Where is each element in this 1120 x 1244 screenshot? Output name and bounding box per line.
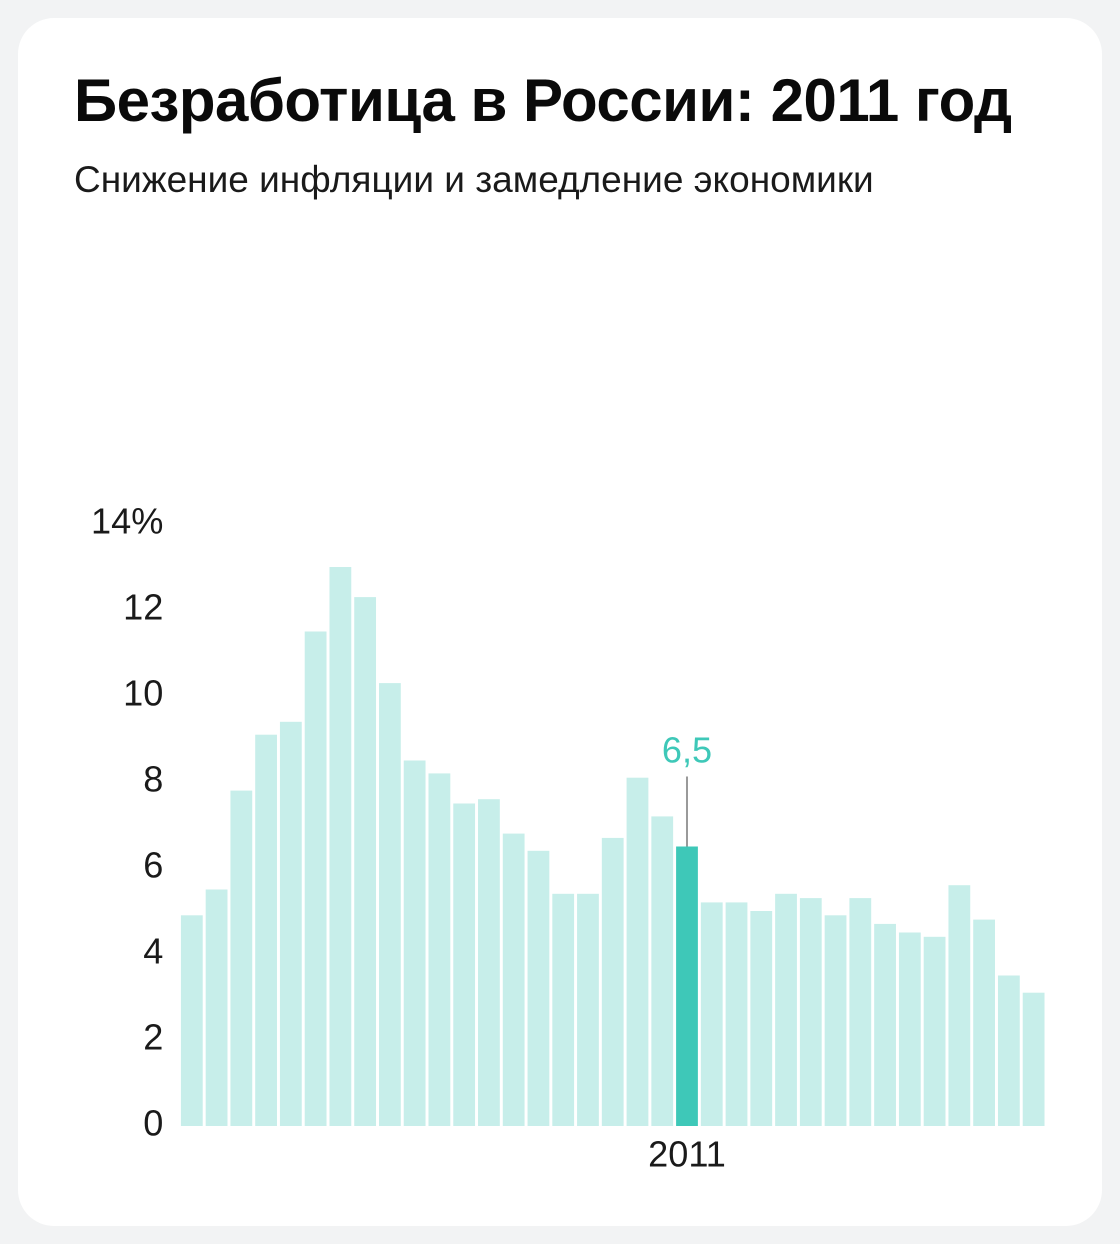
bar [726,902,748,1126]
y-tick-label: 6 [143,845,163,886]
bar [181,915,203,1126]
bar [354,597,376,1126]
bar [478,799,500,1126]
chart-title: Безработица в России: 2011 год [74,66,1046,135]
bar [602,838,624,1126]
bar [503,834,525,1126]
bar [750,911,772,1126]
bar [973,920,995,1126]
bar [552,894,574,1126]
y-tick-label: 10 [123,673,163,714]
y-tick-label: 0 [143,1103,163,1144]
y-tick-label: 12 [123,587,163,628]
x-tick-label: 2011 [648,1133,726,1174]
callout-value: 6,5 [662,730,712,771]
y-axis: 0 2 4 6 8 10 12 14% [91,501,163,1144]
bar [775,894,797,1126]
bar [899,933,921,1127]
bar [329,567,351,1126]
bar [998,976,1020,1127]
bar [453,804,475,1127]
bar-chart: 0 2 4 6 8 10 12 14% 6,5 2011 [74,486,1046,1186]
y-tick-label: 2 [143,1017,163,1058]
bar [701,902,723,1126]
bar [627,778,649,1126]
x-axis: 2011 [648,1133,726,1174]
bar [874,924,896,1126]
bar [379,683,401,1126]
bar [255,735,277,1126]
bar [1023,993,1045,1126]
bar [280,722,302,1126]
chart-container: 0 2 4 6 8 10 12 14% 6,5 2011 [74,486,1046,1186]
chart-card: Безработица в России: 2011 год Снижение … [18,18,1102,1226]
y-tick-label: 4 [143,931,163,972]
bar [924,937,946,1126]
bar [651,816,673,1126]
bar [800,898,822,1126]
bar [577,894,599,1126]
bars [181,567,1045,1126]
bar-highlight [676,847,698,1127]
y-tick-label: 8 [143,759,163,800]
bar [230,791,252,1126]
chart-subtitle: Снижение инфляции и замедление экономики [74,159,1046,201]
bar [528,851,550,1126]
bar [305,632,327,1127]
bar [948,885,970,1126]
bar [429,773,451,1126]
y-tick-label: 14% [91,501,163,542]
bar [849,898,871,1126]
bar [825,915,847,1126]
bar [404,761,426,1127]
bar [206,890,228,1127]
